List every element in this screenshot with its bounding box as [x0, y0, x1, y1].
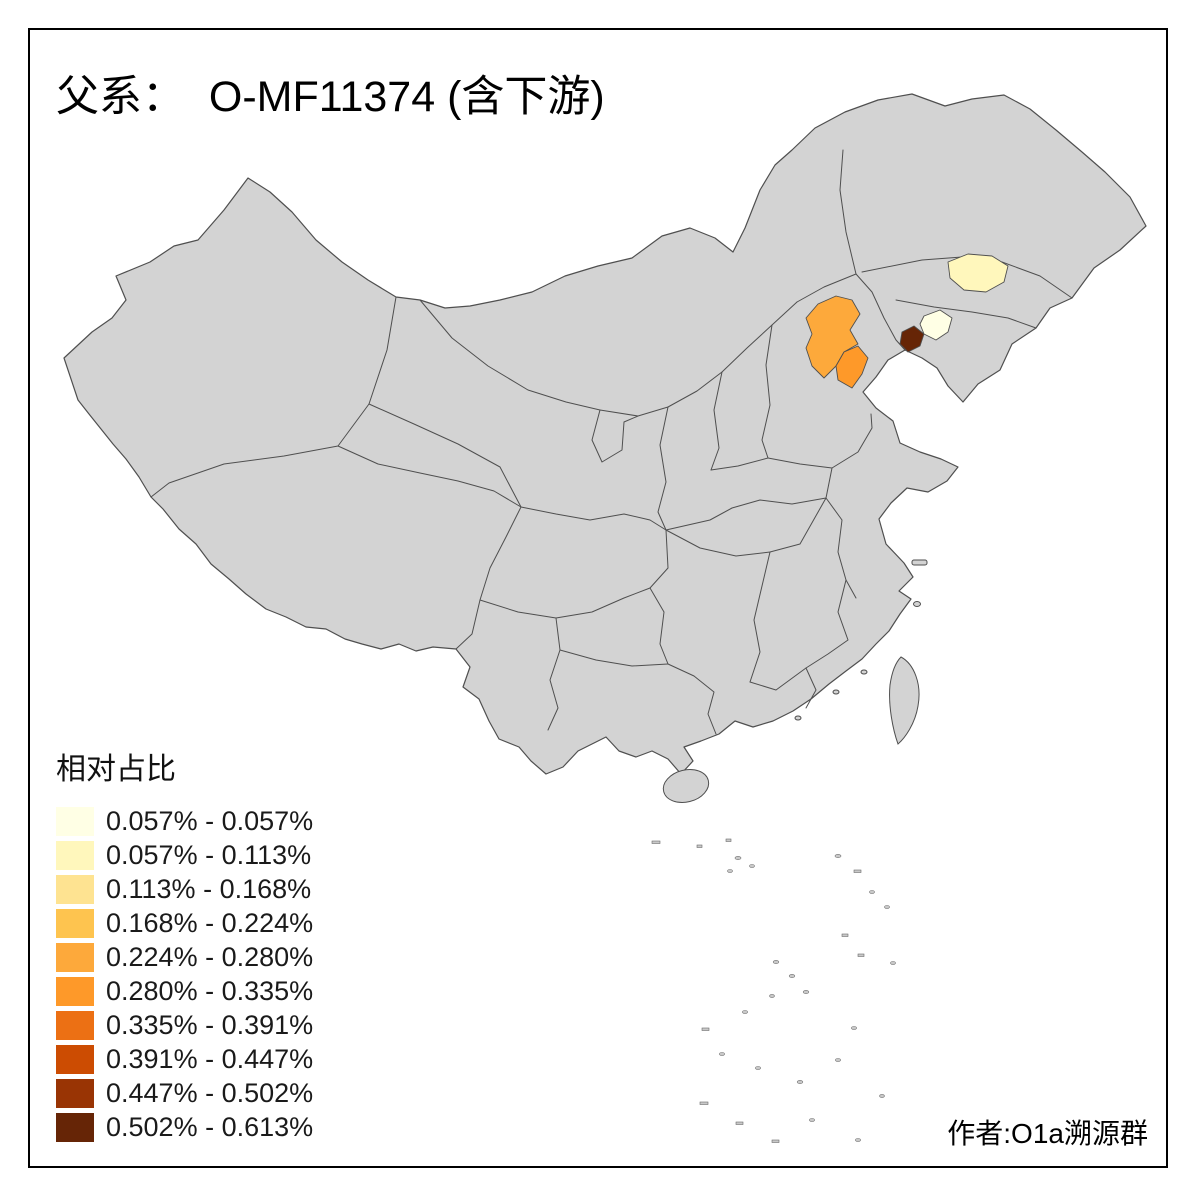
- legend-title: 相对占比: [56, 753, 176, 786]
- legend-label: 0.280% - 0.335%: [106, 975, 314, 1006]
- legend-swatch: [56, 1112, 94, 1142]
- taiwan-island: [889, 656, 920, 745]
- legend-row: 0.057% - 0.057%: [56, 804, 313, 838]
- legend-label: 0.113% - 0.168%: [106, 873, 312, 904]
- author-credit: 作者:O1a溯源群: [947, 1118, 1148, 1149]
- highlighted-regions: [805, 253, 1009, 389]
- region-jilin-central: [947, 253, 1009, 293]
- legend-row: 0.168% - 0.224%: [56, 906, 313, 940]
- legend-label: 0.502% - 0.613%: [106, 1111, 314, 1142]
- legend-swatch: [56, 1010, 94, 1040]
- legend-label: 0.224% - 0.280%: [106, 941, 314, 972]
- legend-label: 0.057% - 0.113%: [106, 839, 312, 870]
- south-china-sea-islets: [651, 838, 896, 1143]
- legend-swatch: [56, 942, 94, 972]
- legend-row: 0.057% - 0.113%: [56, 838, 313, 872]
- legend-label: 0.168% - 0.224%: [106, 907, 314, 938]
- legend-row: 0.447% - 0.502%: [56, 1076, 313, 1110]
- legend-swatch: [56, 840, 94, 870]
- legend-label: 0.447% - 0.502%: [106, 1077, 314, 1108]
- legend-swatch: [56, 976, 94, 1006]
- mainland-shape: [63, 93, 1147, 775]
- legend-swatch: [56, 1078, 94, 1108]
- province-borders: [150, 149, 1073, 735]
- legend-swatch: [56, 1044, 94, 1074]
- map-title: 父系： O-MF11374 (含下游): [56, 73, 605, 121]
- region-hebei: [805, 295, 861, 379]
- legend-label: 0.391% - 0.447%: [106, 1043, 314, 1074]
- legend-label: 0.335% - 0.391%: [106, 1009, 314, 1040]
- legend-row: 0.113% - 0.168%: [56, 872, 313, 906]
- region-liaoning-central: [919, 309, 953, 341]
- region-liaoning-coast: [899, 325, 925, 353]
- legend-row: 0.502% - 0.613%: [56, 1110, 313, 1144]
- hainan-island: [662, 769, 710, 803]
- legend-label: 0.057% - 0.057%: [106, 805, 314, 836]
- legend-row: 0.224% - 0.280%: [56, 940, 313, 974]
- islands: [662, 559, 928, 803]
- legend-swatch: [56, 908, 94, 938]
- region-tianjin: [835, 345, 869, 389]
- legend-rows: 0.057% - 0.057% 0.057% - 0.113% 0.113% - 0…: [56, 804, 313, 1144]
- legend-row: 0.391% - 0.447%: [56, 1042, 313, 1076]
- legend-swatch: [56, 806, 94, 836]
- legend-swatch: [56, 874, 94, 904]
- legend-row: 0.335% - 0.391%: [56, 1008, 313, 1042]
- legend: 相对占比 0.057% - 0.057% 0.057% - 0.113% 0.113…: [56, 744, 313, 1144]
- legend-row: 0.280% - 0.335%: [56, 974, 313, 1008]
